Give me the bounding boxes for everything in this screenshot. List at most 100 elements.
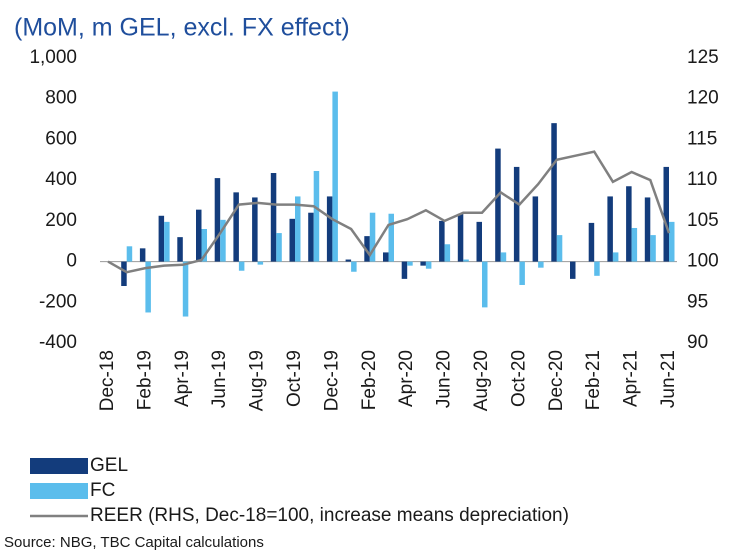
bar: [463, 259, 469, 262]
bar: [177, 237, 183, 262]
legend-label: FC: [90, 480, 115, 501]
bar: [326, 196, 333, 262]
x-tick-label: Feb-20: [359, 350, 380, 410]
x-tick-label: Jun-20: [434, 350, 455, 408]
y-tick-label: 200: [45, 210, 77, 231]
y-tick-label: 800: [45, 88, 77, 109]
bar: [594, 261, 600, 276]
x-tick-label: Dec-19: [321, 350, 342, 411]
bar: [332, 91, 338, 262]
bar: [420, 261, 426, 266]
y-tick-label: 1,000: [29, 47, 77, 68]
bar: [551, 123, 557, 262]
y2-tick-label: 125: [687, 47, 719, 68]
x-tick-label: Apr-21: [621, 350, 642, 407]
bar: [500, 252, 507, 262]
bar: [238, 261, 245, 271]
bar: [345, 259, 352, 262]
bar: [270, 173, 277, 262]
bar: [588, 222, 595, 262]
bar: [364, 236, 370, 262]
bar: [650, 235, 656, 262]
bar: [457, 213, 464, 262]
x-tick-label: Dec-18: [97, 350, 118, 411]
x-tick-label: Oct-20: [508, 350, 529, 407]
bar: [401, 261, 408, 279]
legend-swatch: [30, 458, 88, 474]
bar: [308, 212, 314, 262]
bar: [252, 197, 258, 262]
y-tick-label: 600: [45, 128, 77, 149]
x-tick-label: Apr-20: [396, 350, 417, 407]
bar: [257, 261, 264, 265]
bar: [164, 221, 170, 262]
y2-tick-label: 115: [687, 128, 717, 149]
bar: [669, 221, 675, 262]
x-tick-label: Dec-20: [546, 350, 567, 411]
bar: [482, 261, 488, 308]
y-tick-label: 0: [66, 251, 77, 272]
legend-label: GEL: [90, 455, 128, 476]
bar: [220, 219, 226, 262]
bar: [145, 261, 151, 313]
bar: [626, 186, 632, 262]
bar: [407, 261, 413, 266]
bar: [289, 218, 295, 262]
bar: [644, 197, 651, 262]
x-tick-label: Feb-19: [134, 350, 155, 410]
bar: [570, 261, 576, 279]
y2-tick-label: 95: [687, 291, 708, 312]
x-tick-label: Jun-19: [209, 350, 230, 408]
bar: [631, 227, 638, 262]
bar: [495, 148, 501, 262]
y-tick-label: -400: [39, 332, 77, 353]
bar: [519, 261, 525, 285]
y2-tick-label: 100: [687, 251, 719, 272]
bar: [351, 261, 357, 272]
legend-swatch: [30, 483, 88, 499]
bar: [532, 196, 539, 262]
chart-title: (MoM, m GEL, excl. FX effect): [14, 14, 350, 42]
legend-label: REER (RHS, Dec-18=100, increase means de…: [90, 505, 569, 526]
x-tick-label: Aug-19: [247, 350, 268, 411]
bar: [538, 261, 544, 268]
bar: [439, 220, 445, 262]
bar: [276, 233, 282, 262]
bar: [383, 252, 389, 262]
bar: [158, 215, 165, 262]
bar: [476, 221, 482, 262]
bar: [126, 246, 133, 262]
bar: [612, 252, 619, 262]
bar: [369, 212, 376, 262]
bar: [388, 213, 394, 262]
x-tick-label: Oct-19: [284, 350, 305, 407]
x-tick-label: Jun-21: [658, 350, 679, 408]
bar: [121, 261, 127, 286]
y2-tick-label: 120: [687, 88, 719, 109]
x-tick-label: Apr-19: [172, 350, 193, 407]
bar: [513, 166, 520, 262]
y2-tick-label: 105: [687, 210, 719, 231]
y-tick-label: 400: [45, 169, 77, 190]
x-tick-label: Feb-21: [583, 350, 604, 410]
bar: [607, 196, 613, 262]
bar: [313, 170, 320, 262]
bar: [182, 261, 189, 317]
bar: [201, 229, 207, 262]
bar: [214, 178, 221, 262]
y2-tick-label: 110: [687, 169, 717, 190]
x-tick-label: Aug-20: [471, 350, 492, 411]
y2-tick-label: 90: [687, 332, 708, 353]
bar: [663, 166, 669, 262]
bar: [444, 244, 451, 262]
bar: [196, 209, 202, 262]
bar: [556, 235, 563, 262]
bar: [425, 261, 432, 269]
bar: [233, 192, 239, 262]
reer-line: [107, 150, 671, 274]
y-tick-label: -200: [39, 291, 77, 312]
source: Source: NBG, TBC Capital calculations: [4, 534, 264, 551]
bar: [139, 248, 146, 262]
bar: [295, 196, 301, 262]
